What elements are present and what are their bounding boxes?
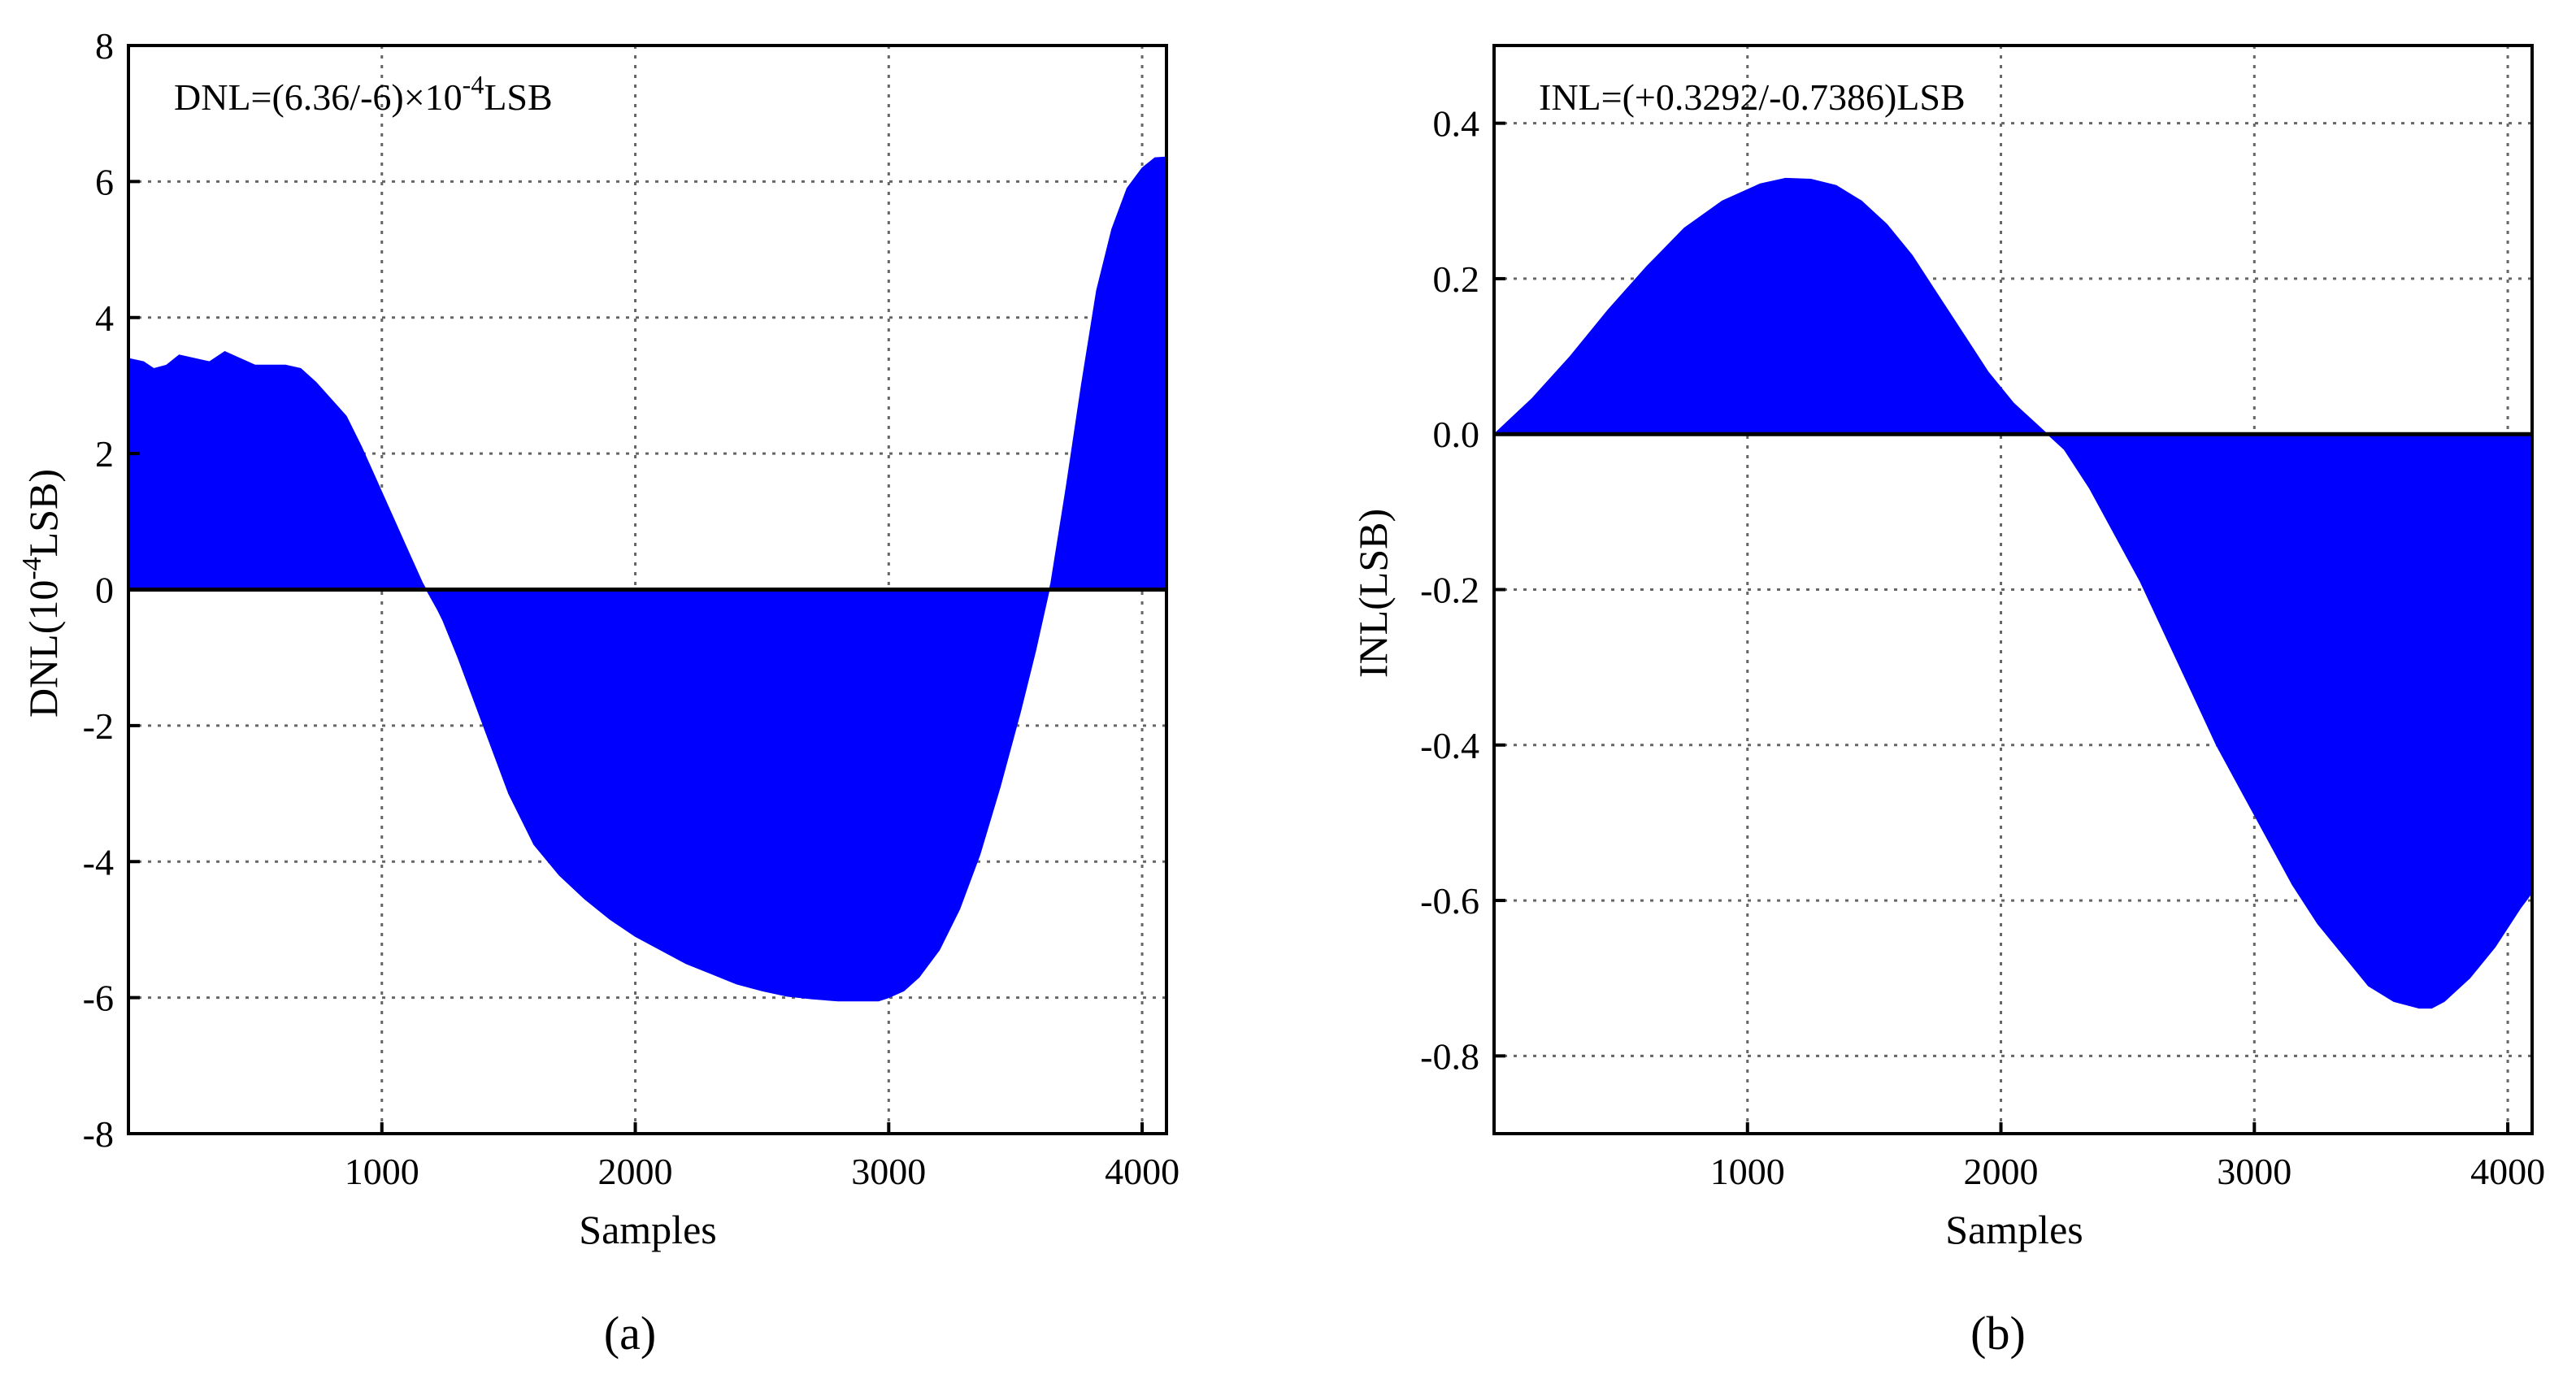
dnl-x-tick-label: 2000	[598, 1151, 673, 1192]
dnl-y-axis-label: DNL(10-4LSB)	[17, 469, 66, 718]
dnl-x-tick-label: 3000	[851, 1151, 926, 1192]
dnl-y-tick-label: -4	[83, 841, 114, 883]
caption-b: (b)	[1970, 1307, 2026, 1360]
dnl-x-tick-labels: 1000 2000 3000 4000	[345, 1151, 1179, 1192]
dnl-ticks	[128, 44, 1145, 1135]
dnl-y-tick-label: 0	[95, 570, 114, 611]
dnl-y-tick-label: 2	[95, 433, 114, 475]
inl-y-axis-label: INL(LSB)	[1350, 509, 1396, 678]
inl-y-tick-label: 0.0	[1433, 414, 1480, 455]
dnl-y-tick-label: -6	[83, 978, 114, 1019]
inl-y-tick-label: -0.4	[1420, 725, 1479, 766]
inl-y-tick-label: -0.6	[1420, 880, 1479, 922]
dnl-x-tick-label: 1000	[345, 1151, 419, 1192]
inl-ticks	[1494, 121, 2510, 1134]
inl-chart: -0.8 -0.6 -0.4 -0.2 0.0 0.2 0.4 1000 2000 3000 40…	[1350, 44, 2545, 1360]
inl-x-tick-label: 4000	[2470, 1151, 2545, 1192]
inl-x-tick-label: 2000	[1964, 1151, 2039, 1192]
dnl-y-tick-label: 6	[95, 161, 114, 202]
inl-area	[1493, 177, 2533, 1009]
inl-x-tick-labels: 1000 2000 3000 4000	[1710, 1151, 2545, 1192]
inl-x-tick-label: 3000	[2217, 1151, 2291, 1192]
dnl-y-tick-label: 8	[95, 25, 114, 67]
inl-y-tick-label: -0.2	[1420, 570, 1479, 611]
inl-y-tick-label: 0.2	[1433, 258, 1480, 300]
dnl-x-axis-label: Samples	[579, 1207, 716, 1252]
dnl-y-tick-label: -8	[83, 1113, 114, 1155]
dnl-y-tick-label: -2	[83, 705, 114, 747]
inl-y-tick-labels: -0.8 -0.6 -0.4 -0.2 0.0 0.2 0.4	[1420, 103, 1479, 1078]
dnl-x-tick-label: 4000	[1105, 1151, 1179, 1192]
inl-y-tick-label: 0.4	[1433, 103, 1480, 145]
inl-x-tick-label: 1000	[1710, 1151, 1785, 1192]
dnl-area	[128, 156, 1167, 1002]
caption-a: (a)	[604, 1307, 656, 1360]
dnl-annotation: DNL=(6.36/-6)×10-4LSB	[174, 70, 553, 118]
dnl-chart: -8 -6 -4 -2 0 2 4 6 8 1000 2000 3000 4000 DNL=(6.36…	[17, 25, 1179, 1360]
inl-x-axis-label: Samples	[1945, 1207, 2083, 1252]
inl-annotation: INL=(+0.3292/-0.7386)LSB	[1539, 76, 1966, 118]
dnl-y-tick-label: 4	[95, 297, 114, 339]
inl-y-tick-label: -0.8	[1420, 1035, 1479, 1077]
dnl-y-tick-labels: -8 -6 -4 -2 0 2 4 6 8	[83, 25, 114, 1155]
